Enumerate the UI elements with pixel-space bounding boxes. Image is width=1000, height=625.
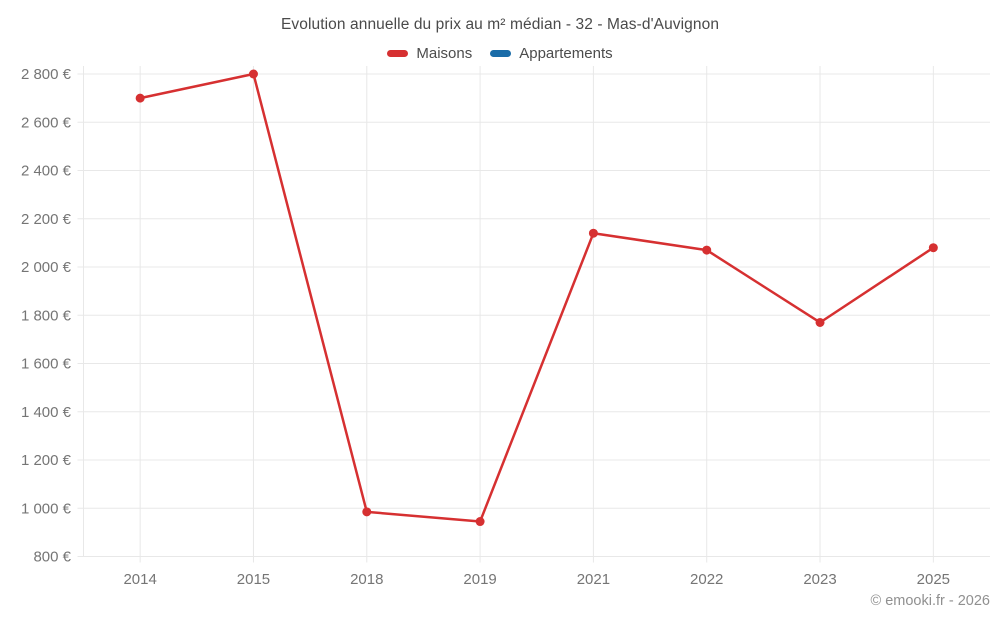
- x-tick-label: 2018: [350, 571, 383, 588]
- x-tick-label: 2021: [577, 571, 610, 588]
- series-line-maisons: [139, 72, 935, 523]
- chart-legend: Maisons Appartements: [0, 45, 1000, 62]
- data-point-maisons-2019[interactable]: [475, 517, 485, 527]
- appartements-series-swatch-icon: [490, 50, 512, 57]
- y-tick-label: 800 €: [33, 549, 71, 566]
- x-tick-label: 2022: [690, 571, 723, 588]
- legend-item-appartements[interactable]: Appartements: [490, 45, 613, 62]
- data-point-maisons-2022[interactable]: [702, 245, 712, 255]
- y-tick-label: 2 400 €: [21, 163, 72, 180]
- data-point-maisons-2014[interactable]: [135, 93, 145, 103]
- y-tick-label: 1 800 €: [21, 307, 72, 324]
- y-tick-label: 1 000 €: [21, 500, 72, 517]
- y-tick-label: 2 800 €: [21, 66, 72, 83]
- chart-title: Evolution annuelle du prix au m² médian …: [280, 16, 720, 33]
- legend-label-appartements: Appartements: [519, 45, 613, 62]
- data-point-maisons-2015[interactable]: [248, 69, 258, 79]
- y-tick-label: 2 000 €: [21, 259, 72, 276]
- x-tick-label: 2023: [803, 571, 836, 588]
- copyright-footer: © emooki.fr - 2026: [870, 593, 990, 609]
- x-tick-label: 2019: [463, 571, 496, 588]
- y-tick-label: 2 600 €: [21, 114, 72, 131]
- y-tick-label: 1 400 €: [21, 404, 72, 421]
- data-point-maisons-2021[interactable]: [588, 228, 598, 238]
- legend-item-maisons[interactable]: Maisons: [387, 45, 472, 62]
- y-tick-label: 1 200 €: [21, 452, 72, 469]
- data-point-maisons-2025[interactable]: [928, 243, 938, 253]
- data-point-maisons-2018[interactable]: [362, 507, 372, 517]
- x-tick-label: 2025: [917, 571, 950, 588]
- x-tick-label: 2014: [123, 571, 156, 588]
- legend-label-maisons: Maisons: [416, 45, 473, 62]
- x-tick-label: 2015: [237, 571, 270, 588]
- y-tick-label: 1 600 €: [21, 356, 72, 373]
- maisons-series-swatch-icon: [387, 50, 409, 57]
- y-tick-label: 2 200 €: [21, 211, 72, 228]
- data-point-maisons-2023[interactable]: [815, 317, 825, 327]
